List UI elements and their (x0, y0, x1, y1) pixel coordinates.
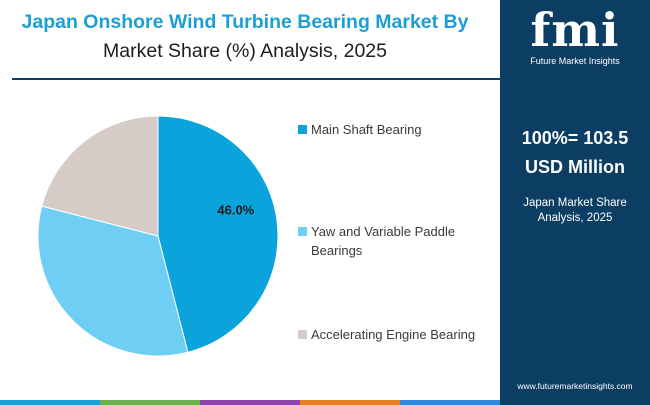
fmi-logo: fmi Future Market Insights (500, 6, 650, 78)
bottom-bar-segment (400, 400, 500, 405)
legend-swatch (298, 227, 307, 236)
bottom-bar-segment (0, 400, 100, 405)
title-line-2: Market Share (%) Analysis, 2025 (103, 40, 387, 62)
legend-label: Main Shaft Bearing (311, 122, 422, 137)
legend-swatch (298, 125, 307, 134)
legend-swatch (298, 330, 307, 339)
market-size-line-2: USD Million (525, 157, 625, 177)
pie-chart: 46.0% (37, 115, 279, 357)
legend-label: Accelerating Engine Bearing (311, 327, 476, 342)
chart-title: Japan Onshore Wind Turbine Bearing Marke… (10, 8, 480, 66)
website-url[interactable]: www.futuremarketinsights.com (517, 381, 633, 391)
logo-subtext: Future Market Insights (530, 56, 620, 66)
market-caption-line-2: Analysis, 2025 (537, 212, 613, 224)
legend-item-accelerating-engine: Accelerating Engine Bearing (298, 325, 498, 344)
pie-data-label-0: 46.0% (217, 203, 254, 218)
market-size-line-1: 100%= 103.5 (521, 128, 629, 148)
pie-slice-1 (37, 205, 189, 357)
market-caption: Japan Market Share Analysis, 2025 (500, 196, 650, 226)
legend-item-yaw-paddle: Yaw and Variable Paddle Bearings (298, 222, 498, 260)
legend-item-main-shaft: Main Shaft Bearing (298, 120, 498, 139)
logo-mark: fmi (530, 3, 620, 57)
bottom-bar-segment (100, 400, 200, 405)
market-size-value: 100%= 103.5 USD Million (500, 124, 650, 182)
legend-label-line-2: Bearings (311, 243, 363, 258)
summary-panel: fmi Future Market Insights 100%= 103.5 U… (500, 0, 650, 405)
title-divider (12, 78, 500, 80)
market-caption-line-1: Japan Market Share (523, 197, 627, 209)
legend-label-line-1: Yaw and Variable Paddle (311, 224, 456, 239)
bottom-color-bar (0, 400, 500, 405)
bottom-bar-segment (200, 400, 300, 405)
pie-slice-2 (41, 115, 159, 237)
pie-slice-0 (157, 115, 279, 353)
bottom-bar-segment (300, 400, 400, 405)
title-line-1: Japan Onshore Wind Turbine Bearing Marke… (21, 11, 469, 33)
